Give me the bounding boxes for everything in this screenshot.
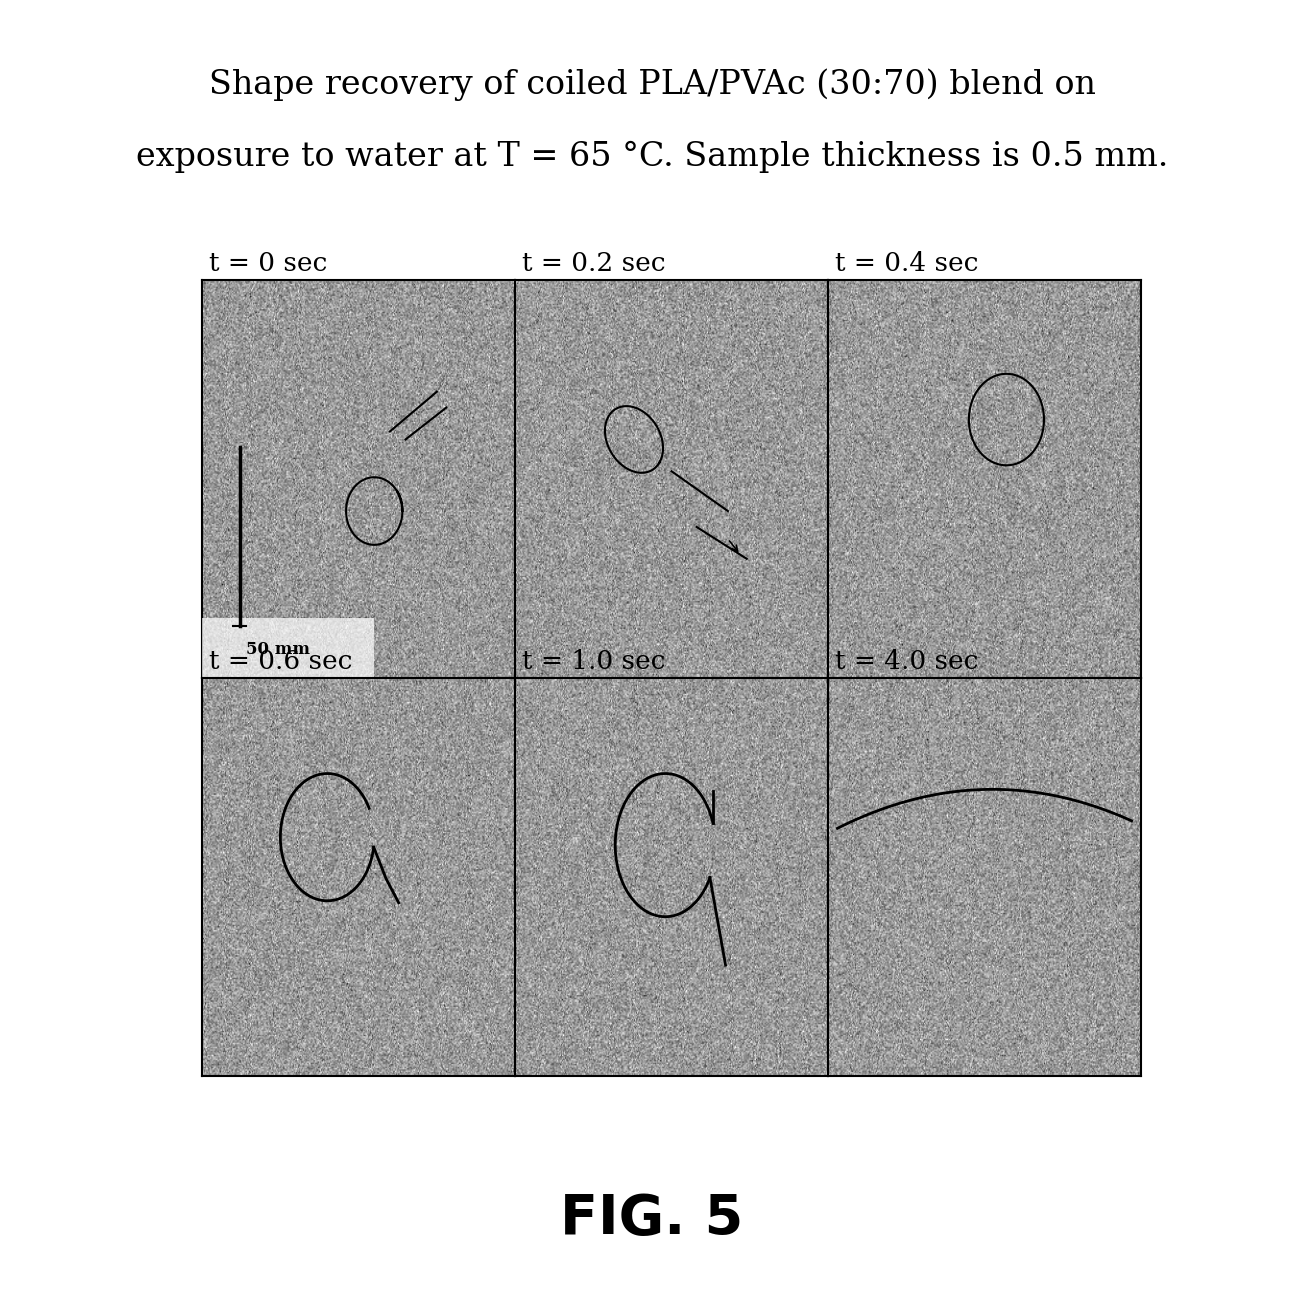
Text: t = 0 sec: t = 0 sec bbox=[209, 252, 327, 276]
Text: Shape recovery of coiled PLA/PVAc (30:70) blend on: Shape recovery of coiled PLA/PVAc (30:70… bbox=[209, 68, 1095, 102]
Text: t = 1.0 sec: t = 1.0 sec bbox=[522, 649, 665, 674]
Text: t = 0.6 sec: t = 0.6 sec bbox=[209, 649, 352, 674]
Text: t = 0.2 sec: t = 0.2 sec bbox=[522, 252, 665, 276]
Text: 50 mm: 50 mm bbox=[246, 642, 310, 659]
Text: exposure to water at T = 65 °C. Sample thickness is 0.5 mm.: exposure to water at T = 65 °C. Sample t… bbox=[136, 141, 1168, 172]
Text: t = 0.4 sec: t = 0.4 sec bbox=[835, 252, 978, 276]
Text: t = 4.0 sec: t = 4.0 sec bbox=[835, 649, 978, 674]
Bar bbox=[202, 618, 374, 678]
Text: FIG. 5: FIG. 5 bbox=[561, 1192, 743, 1247]
